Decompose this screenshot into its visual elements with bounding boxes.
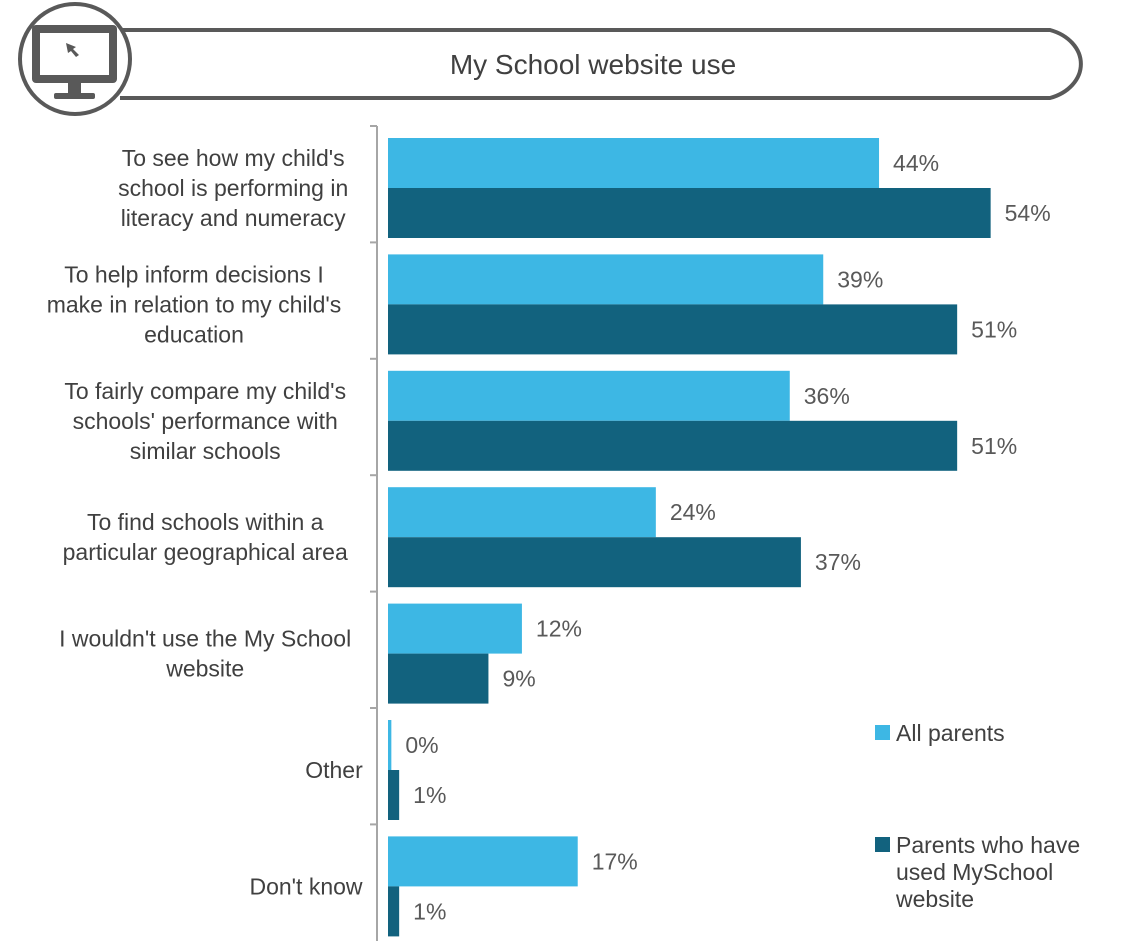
legend-swatch-all-parents	[875, 725, 890, 740]
bar-myschool-users-4	[388, 653, 489, 704]
data-label: 37%	[815, 549, 861, 575]
data-label: 51%	[971, 433, 1017, 459]
bar-all-parents-0	[388, 138, 880, 188]
data-label: 51%	[971, 316, 1017, 342]
bar-all-parents-2	[388, 370, 790, 421]
data-label: 44%	[893, 150, 939, 176]
data-label: 0%	[405, 732, 438, 758]
data-label: 1%	[413, 898, 446, 924]
data-label: 1%	[413, 782, 446, 808]
data-labels: 44% 54% 39% 51% 36% 51% 24% 37% 12%9% 0% 1% 17% 1%	[405, 150, 1050, 924]
legend-label-line: website	[895, 886, 974, 912]
category-label-line: To see how my child's	[122, 145, 345, 171]
bar-myschool-users-5	[388, 770, 400, 820]
category-label: To help inform decisions I make in relati…	[47, 261, 342, 347]
data-label: 12%	[536, 616, 582, 642]
bar-myschool-users-2	[388, 420, 958, 471]
bar-all-parents-1	[388, 254, 824, 305]
data-label: 39%	[837, 266, 883, 292]
category-label-line: Other	[305, 757, 363, 783]
legend-label-myschool-users: Parents who have used MySchool website	[895, 832, 1080, 912]
category-label-line: schools' performance with	[73, 408, 338, 434]
bar-all-parents-4	[388, 603, 522, 654]
data-label: 17%	[592, 848, 638, 874]
category-label-line: education	[144, 321, 244, 347]
data-label: 9%	[502, 666, 535, 692]
title-banner: My School website use	[120, 28, 1083, 100]
category-label-line: particular geographical area	[63, 539, 348, 565]
data-label: 54%	[1005, 200, 1051, 226]
legend-swatch-myschool-users	[875, 837, 890, 852]
category-label: Don't know	[249, 873, 362, 899]
category-label-line: Don't know	[249, 873, 362, 899]
category-label-line: To find schools within a	[87, 509, 324, 535]
category-label: To see how my child's school is performin…	[118, 145, 348, 231]
category-label-line: school is performing in	[118, 175, 348, 201]
chart-title: My School website use	[450, 49, 736, 80]
legend-label-all-parents: All parents	[896, 720, 1005, 746]
category-labels: To see how my child's school is performin…	[47, 145, 363, 899]
category-label: To find schools within a particular geogr…	[63, 509, 348, 565]
data-label: 24%	[670, 499, 716, 525]
category-label-line: similar schools	[130, 438, 281, 464]
computer-monitor-icon	[18, 2, 132, 116]
category-axis-ticks	[370, 125, 377, 826]
category-label-line: make in relation to my child's	[47, 291, 342, 317]
legend: All parents Parents who have used MySchool…	[875, 720, 1080, 912]
category-label-line: literacy and numeracy	[121, 205, 346, 231]
bar-all-parents-3	[388, 487, 656, 538]
category-label: To fairly compare my child's schools' per…	[64, 378, 346, 464]
legend-label-line: Parents who have	[896, 832, 1080, 858]
bar-myschool-users-0	[388, 188, 991, 238]
category-label: I wouldn't use the My School website	[59, 626, 351, 682]
title-banner-outline	[120, 28, 1083, 100]
bar-myschool-users-1	[388, 304, 958, 355]
bar-myschool-users-6	[388, 886, 400, 937]
data-label: 36%	[804, 383, 850, 409]
bar-myschool-users-3	[388, 537, 801, 588]
bars	[388, 138, 991, 937]
category-label: Other	[305, 757, 363, 783]
bar-all-parents-6	[388, 836, 578, 887]
legend-label-line: used MySchool	[896, 859, 1053, 885]
category-label-line: To help inform decisions I	[64, 261, 324, 287]
category-label-line: website	[165, 656, 244, 682]
category-label-line: To fairly compare my child's	[64, 378, 346, 404]
category-label-line: I wouldn't use the My School	[59, 626, 351, 652]
bar-all-parents-5	[388, 720, 392, 770]
